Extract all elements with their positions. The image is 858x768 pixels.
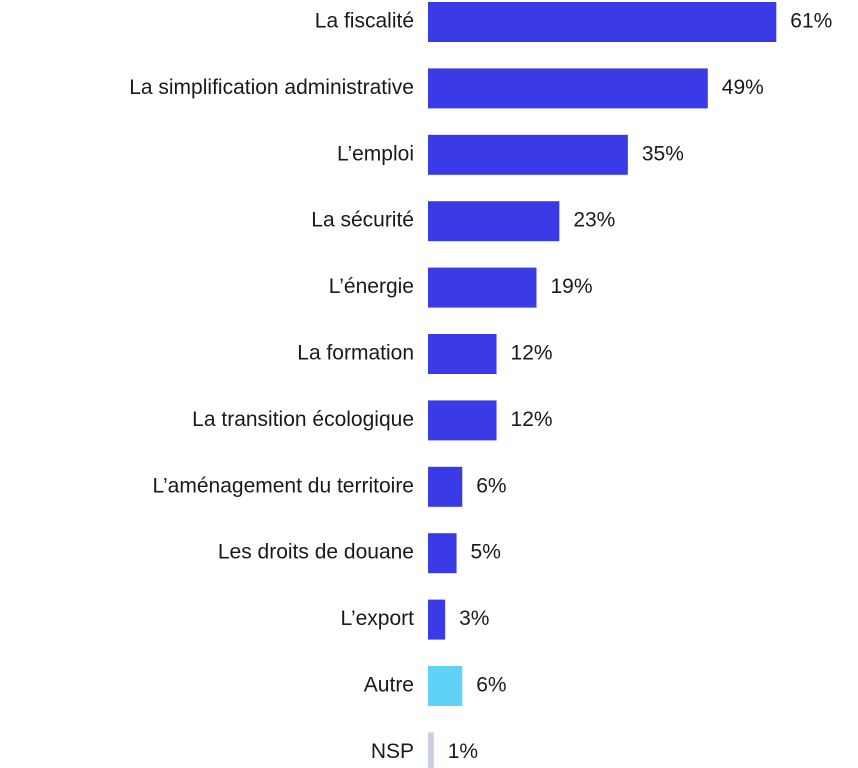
category-label: L’énergie [329, 275, 414, 298]
bar [428, 666, 463, 706]
bar [428, 68, 708, 109]
bar [428, 201, 560, 242]
value-label: 35% [642, 142, 684, 165]
value-label: 49% [722, 76, 764, 99]
bar [428, 732, 434, 768]
category-label: La transition écologique [192, 408, 414, 431]
category-label: La simplification administrative [129, 76, 414, 99]
category-label: L’aménagement du territoire [153, 474, 415, 497]
category-label: La formation [297, 342, 414, 365]
value-label: 3% [459, 607, 489, 630]
category-label: L’emploi [337, 142, 414, 165]
value-label: 23% [573, 209, 615, 232]
bar [428, 533, 457, 574]
bar [428, 134, 628, 175]
bar [428, 2, 777, 42]
value-label: 6% [476, 674, 506, 697]
category-label: NSP [371, 740, 414, 763]
bar [428, 599, 446, 640]
bar [428, 400, 497, 441]
bar [428, 267, 537, 308]
value-label: 5% [471, 541, 501, 564]
bar [428, 334, 497, 374]
value-label: 12% [511, 342, 553, 365]
category-label: La fiscalité [315, 10, 414, 33]
value-label: 61% [790, 10, 832, 33]
value-label: 1% [448, 740, 478, 763]
category-label: La sécurité [311, 209, 414, 232]
value-label: 12% [511, 408, 553, 431]
value-label: 19% [550, 275, 592, 298]
category-label: Les droits de douane [218, 541, 414, 564]
bar [428, 466, 463, 507]
value-label: 6% [476, 474, 506, 497]
category-label: L’export [340, 607, 414, 630]
category-label: Autre [364, 674, 414, 697]
